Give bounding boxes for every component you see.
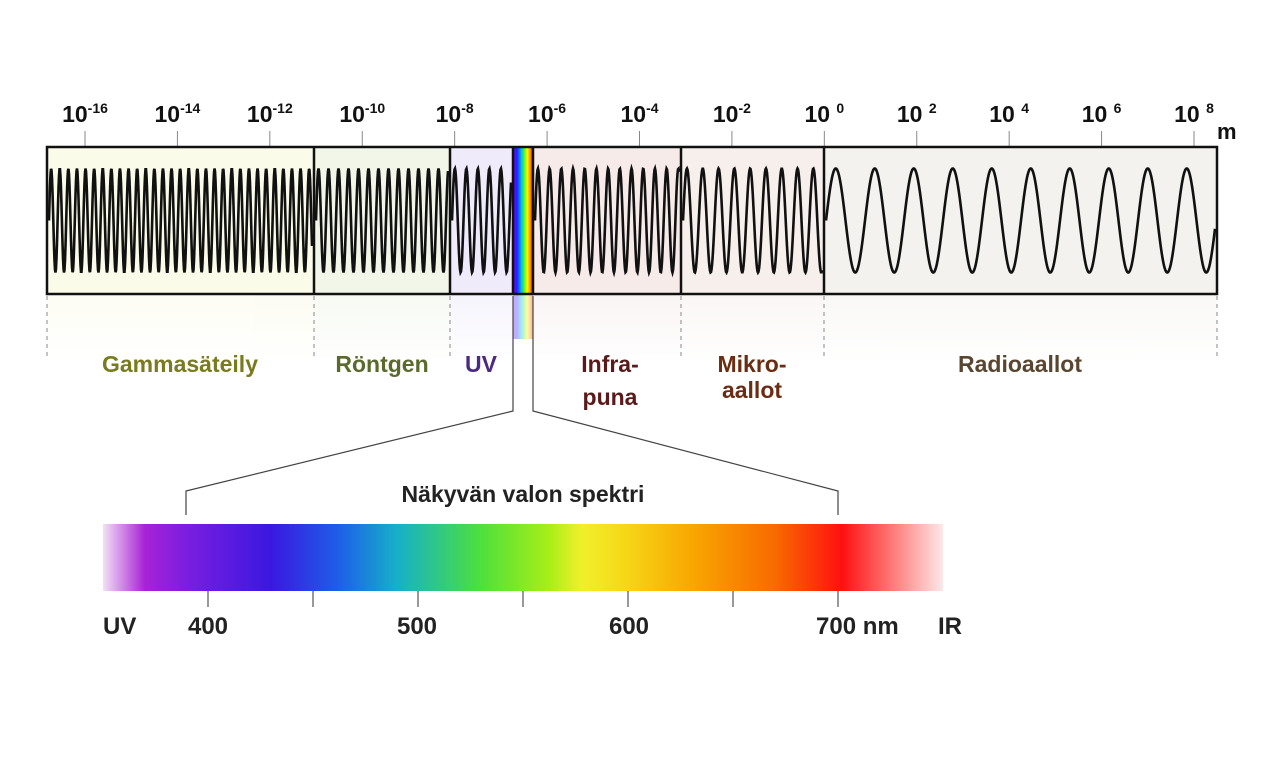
infrared-label-line2: puna [583,384,638,410]
visible-spectrum-ticks [207,591,839,607]
wavelength-tick-label: 10 0 [804,100,844,127]
wavelength-tick-label: 10-4 [620,100,658,127]
visible-tick-700nm: 700 nm [816,613,899,640]
visible-rainbow-fade [513,294,533,339]
wavelength-tick-labels: 10-16 10-14 10-12 10-10 10-8 10-6 10-4 10-2 10 0… [62,100,1214,147]
visible-uv-label: UV [103,613,136,640]
radio-waves-label: Radioaallot [958,351,1082,377]
region-dividers [312,147,826,294]
uv-label: UV [465,351,498,377]
microwaves-label-line2: aallot [722,377,782,403]
wavelength-unit-label: m [1217,119,1237,144]
wavelength-tick-label: 10 6 [1082,100,1122,127]
wavelength-tick-label: 10-2 [713,100,751,127]
visible-tick-500: 500 [397,613,437,640]
xray-label: Röntgen [335,351,428,377]
wavelength-tick-label: 10-16 [62,100,108,127]
spectrum-bar-outline [45,145,1219,296]
microwaves-label-line1: Mikro- [718,351,787,377]
zoom-line-left [185,296,514,515]
visible-ir-label: IR [938,613,962,640]
visible-rainbow-strip [513,147,533,294]
infrared-label-line1: Infra- [581,351,639,377]
wavelength-tick-label: 10 8 [1174,100,1214,127]
wavelength-tick-label: 10-6 [528,100,566,127]
gamma-rays-label: Gammasäteily [102,351,258,377]
wavelength-tick-label: 10-10 [339,100,385,127]
wavelength-tick-label: 10-8 [436,100,474,127]
visible-spectrum-gradient [103,524,943,591]
wavelength-tick-label: 10 2 [897,100,937,127]
wavelength-tick-label: 10-12 [247,100,293,127]
wavelength-tick-label: 10 4 [989,100,1029,127]
visible-tick-600: 600 [609,613,649,640]
electromagnetic-wave [47,163,1217,278]
visible-tick-400: 400 [188,613,228,640]
wavelength-tick-label: 10-14 [155,100,201,127]
visible-spectrum-title: Näkyvän valon spektri [402,481,645,507]
zoom-line-right [532,296,839,515]
